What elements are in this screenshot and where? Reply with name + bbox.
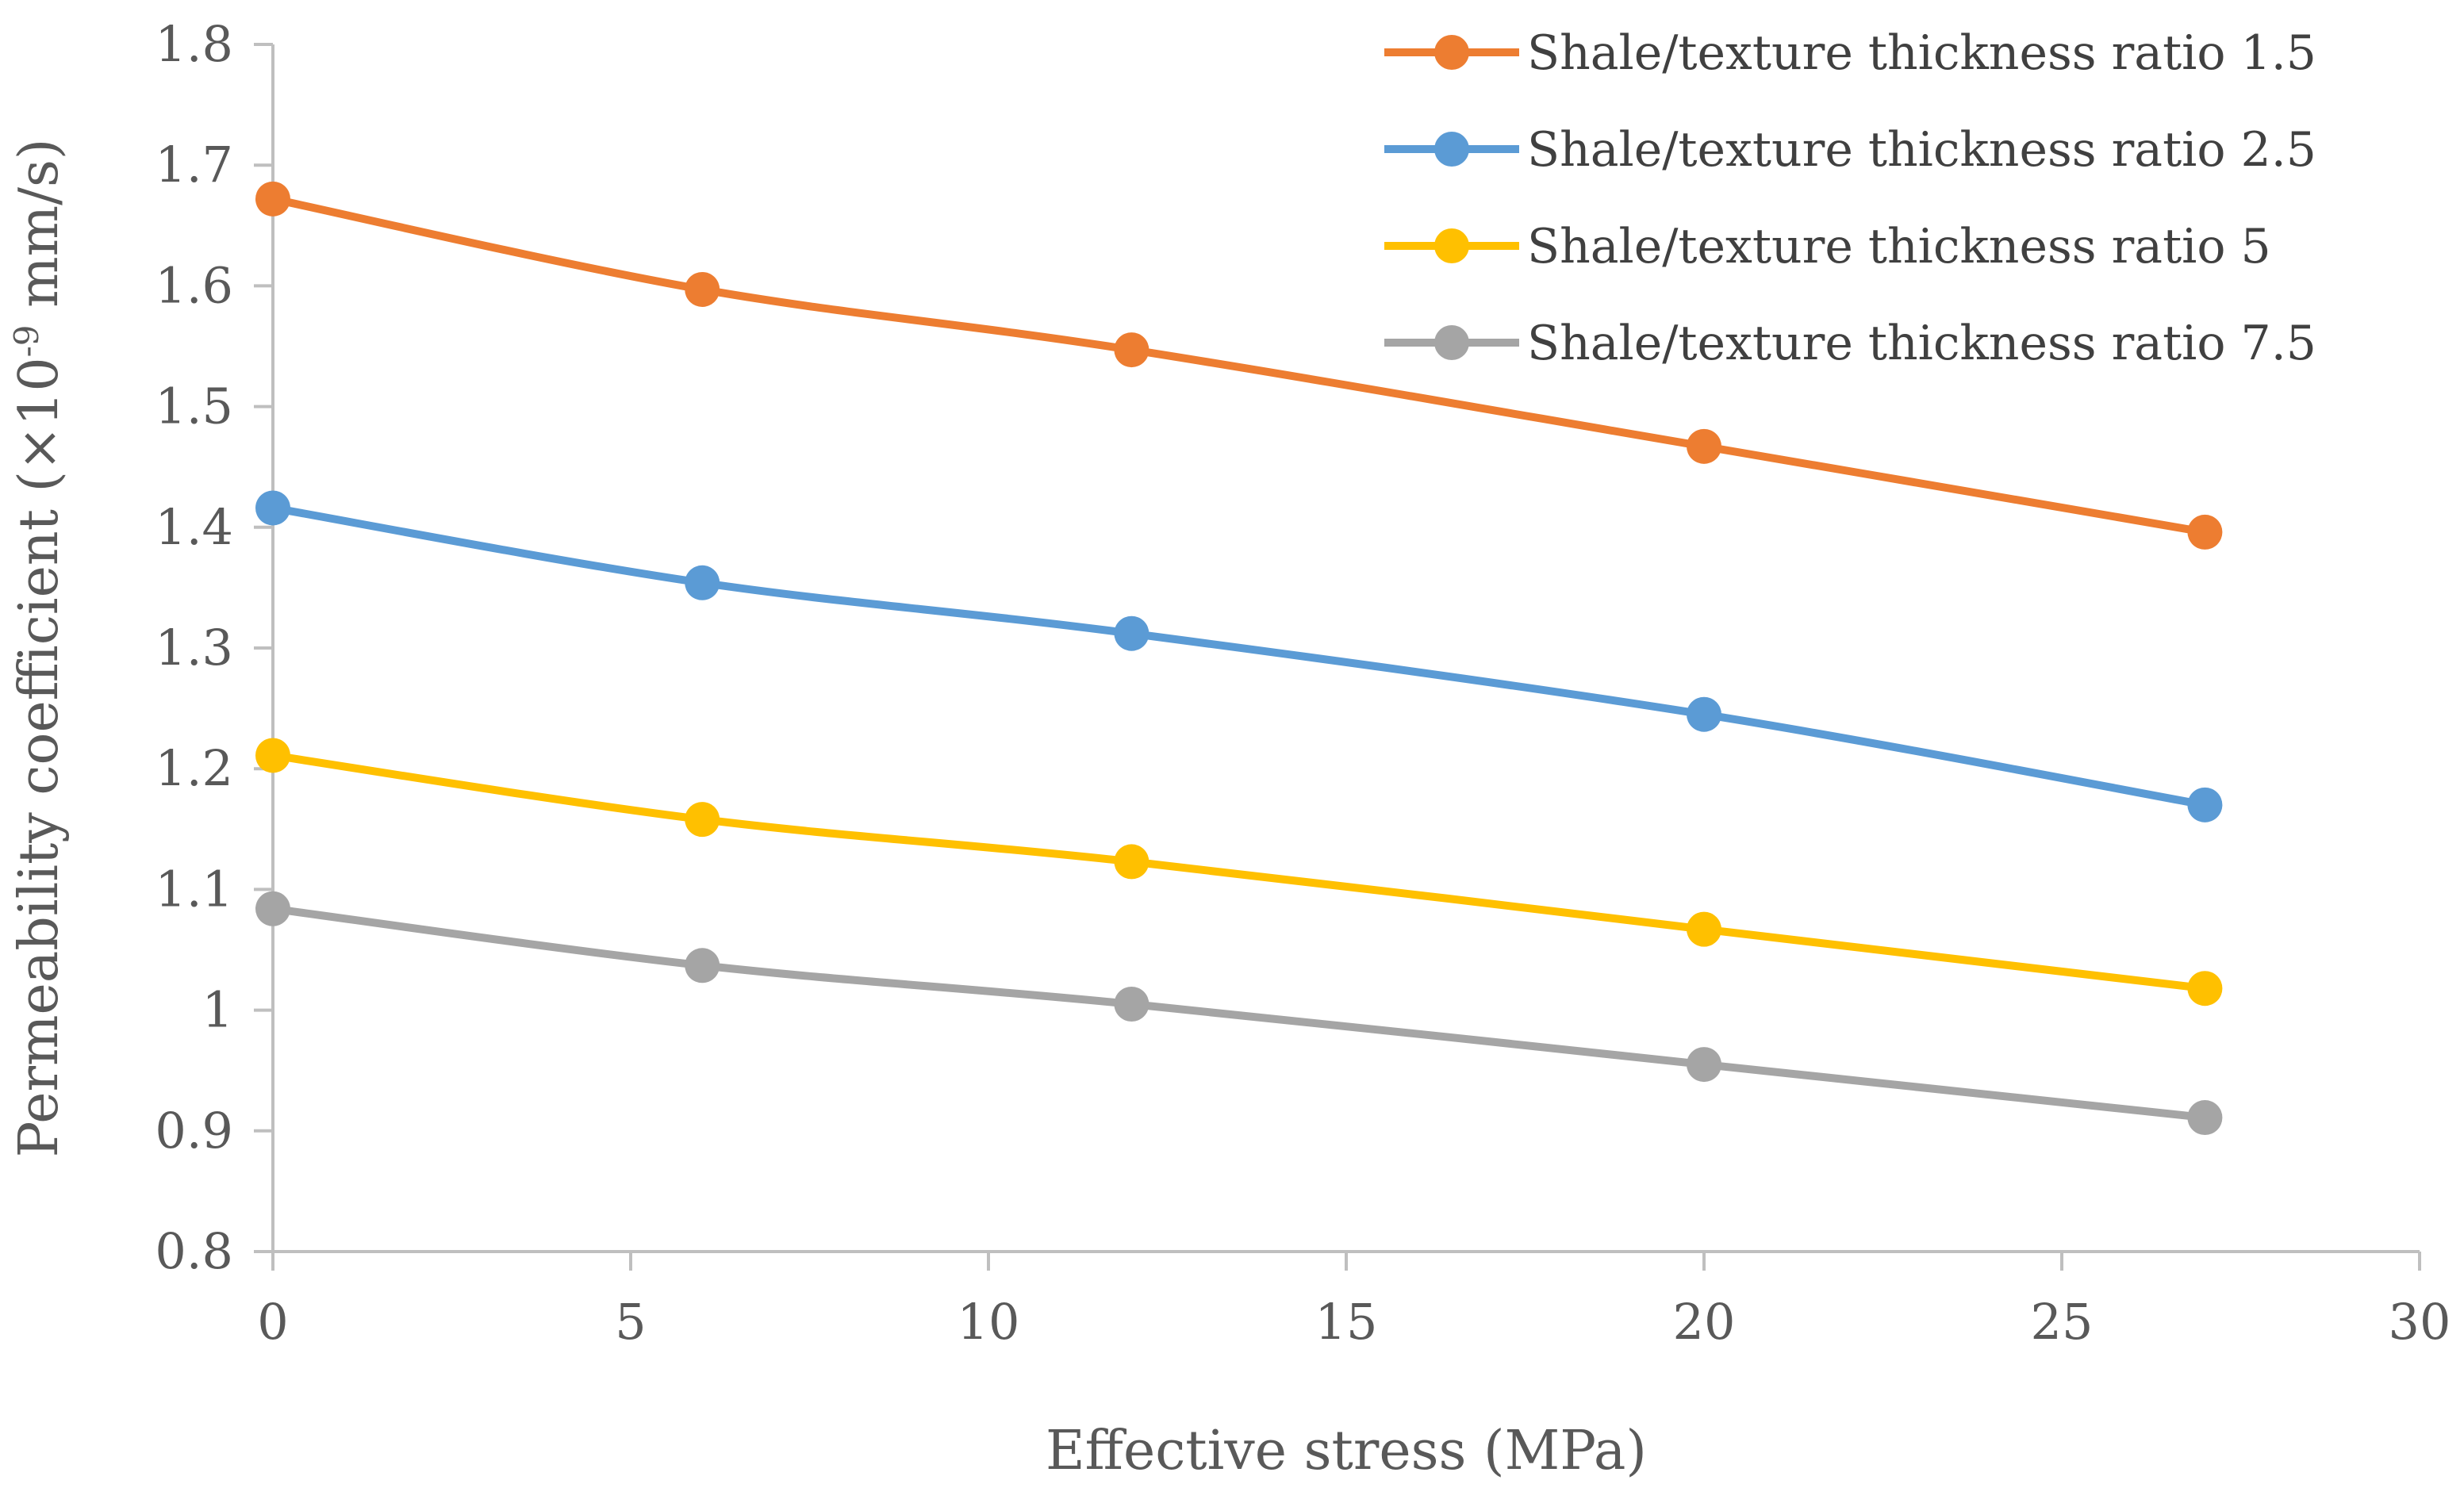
series-line: [272, 504, 2206, 809]
legend-item: Shale/texture thickness ratio 5: [1384, 219, 2271, 274]
legend-item: Shale/texture thickness ratio 1.5: [1384, 25, 2316, 81]
x-tick-label: 10: [958, 1293, 1020, 1351]
data-point: [1114, 986, 1149, 1022]
data-point: [255, 181, 290, 217]
legend-item: Shale/texture thickness ratio 2.5: [1384, 122, 2316, 178]
series-4: [255, 891, 2223, 1136]
legend-marker: [1434, 325, 1469, 360]
x-tick-label: 20: [1673, 1293, 1736, 1351]
x-tick-label: 5: [615, 1293, 646, 1351]
data-point: [1114, 844, 1149, 880]
legend-marker: [1434, 228, 1469, 263]
data-point: [2187, 514, 2223, 550]
series-3: [255, 738, 2223, 1006]
y-axis-title: Permeability coefficient (×10-9 mm/s): [7, 139, 71, 1158]
legend-marker: [1434, 132, 1469, 167]
y-tick-label: 1.7: [155, 136, 233, 194]
series-2: [255, 490, 2223, 822]
y-tick-label: 1.6: [155, 256, 233, 314]
data-point: [2187, 1100, 2223, 1136]
data-point: [1687, 911, 1721, 947]
y-tick-label: 0.9: [155, 1102, 233, 1160]
y-tick-label: 1.8: [155, 15, 233, 73]
data-point: [1687, 696, 1721, 732]
data-point: [1114, 615, 1149, 651]
legend-item: Shale/texture thickness ratio 7.5: [1384, 316, 2316, 371]
data-point: [685, 948, 720, 983]
data-point: [255, 490, 290, 526]
legend-label: Shale/texture thickness ratio 2.5: [1527, 122, 2316, 178]
y-tick-label: 1: [202, 981, 233, 1039]
series-line: [272, 904, 2205, 1122]
series-line: [271, 194, 2206, 536]
data-point: [1687, 1047, 1721, 1083]
x-tick-label: 15: [1315, 1293, 1378, 1351]
y-tick-label: 1.1: [155, 860, 233, 918]
data-point: [1687, 428, 1721, 464]
x-axis-title: Effective stress (MPa): [1046, 1420, 1647, 1482]
data-point: [685, 565, 720, 600]
data-point: [2187, 787, 2223, 822]
x-tick-label: 25: [2031, 1293, 2094, 1351]
data-point: [255, 738, 290, 773]
data-point: [255, 891, 290, 926]
data-point: [685, 802, 720, 838]
x-tick-label: 0: [257, 1293, 288, 1351]
y-tick-label: 1.2: [155, 739, 233, 797]
y-axis-title-main: Permeability coefficient (×10: [8, 357, 71, 1157]
y-axis-title-exponent: -9: [7, 324, 46, 357]
y-tick-label: 0.8: [155, 1222, 233, 1280]
legend-marker: [1434, 35, 1469, 70]
legend-label: Shale/texture thickness ratio 5: [1527, 219, 2271, 274]
series-layer: [255, 181, 2223, 1136]
series-1: [255, 181, 2223, 550]
legend: Shale/texture thickness ratio 1.5 Shale/t…: [1384, 25, 2316, 371]
y-tick-label: 1.5: [155, 378, 233, 435]
y-tick-label: 1.3: [155, 619, 233, 677]
data-point: [2187, 971, 2223, 1006]
ticks: 0.8 0.9 1 1.1 1.2 1.3 1.4 1.5 1.6 1.7 1.8 0 5 10 15 20 2…: [155, 15, 2451, 1351]
legend-label: Shale/texture thickness ratio 1.5: [1527, 25, 2316, 81]
data-point: [685, 271, 720, 307]
series-line: [272, 751, 2205, 993]
legend-label: Shale/texture thickness ratio 7.5: [1527, 316, 2316, 371]
data-point: [1114, 332, 1149, 368]
y-tick-label: 1.4: [155, 498, 233, 556]
x-tick-label: 30: [2389, 1293, 2451, 1351]
y-axis-title-unit: mm/s): [8, 139, 71, 325]
